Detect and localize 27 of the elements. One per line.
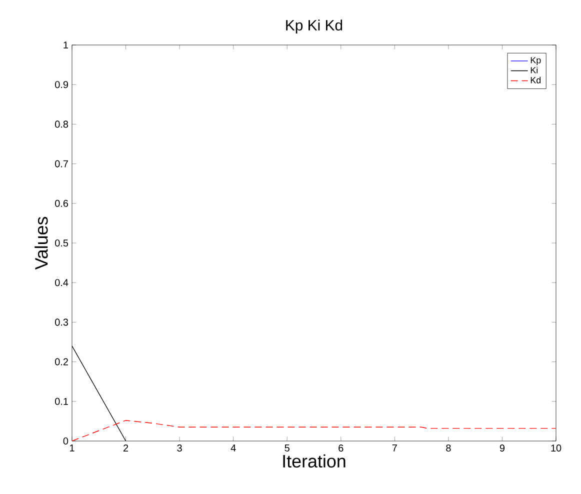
x-tick-label: 6 xyxy=(338,444,344,452)
y-tick-label: 0 xyxy=(63,437,68,445)
y-tick-label: 0.4 xyxy=(55,279,68,286)
y-axis-title: Values xyxy=(34,216,48,270)
y-tick-label: 0.5 xyxy=(55,239,68,247)
x-axis-title: Iteration xyxy=(283,454,346,468)
x-tick-label: 8 xyxy=(446,444,451,452)
x-tick-label: 5 xyxy=(284,444,290,452)
y-tick-label: 0.8 xyxy=(55,120,68,128)
x-tick-label: 3 xyxy=(177,444,182,452)
x-tick-label: 9 xyxy=(500,444,505,452)
chart-title: Kp Ki Kd xyxy=(286,20,342,34)
legend-label: Kp xyxy=(530,57,541,66)
x-tick-label: 7 xyxy=(392,444,397,452)
y-tick-label: 0.9 xyxy=(55,81,68,88)
legend-label: Kd xyxy=(530,76,541,84)
x-tick-label: 1 xyxy=(70,444,74,452)
x-tick-label: 2 xyxy=(124,444,128,452)
y-tick-label: 0.3 xyxy=(55,318,68,326)
y-tick-label: 0.2 xyxy=(55,358,68,366)
y-tick-label: 0.1 xyxy=(55,398,68,405)
y-tick-label: 1 xyxy=(64,42,68,48)
y-tick-label: 0.6 xyxy=(55,200,68,207)
x-tick-label: 4 xyxy=(230,444,236,452)
legend-label: Ki xyxy=(530,66,538,74)
x-tick-label: 10 xyxy=(551,444,562,452)
y-tick-label: 0.7 xyxy=(55,160,68,168)
